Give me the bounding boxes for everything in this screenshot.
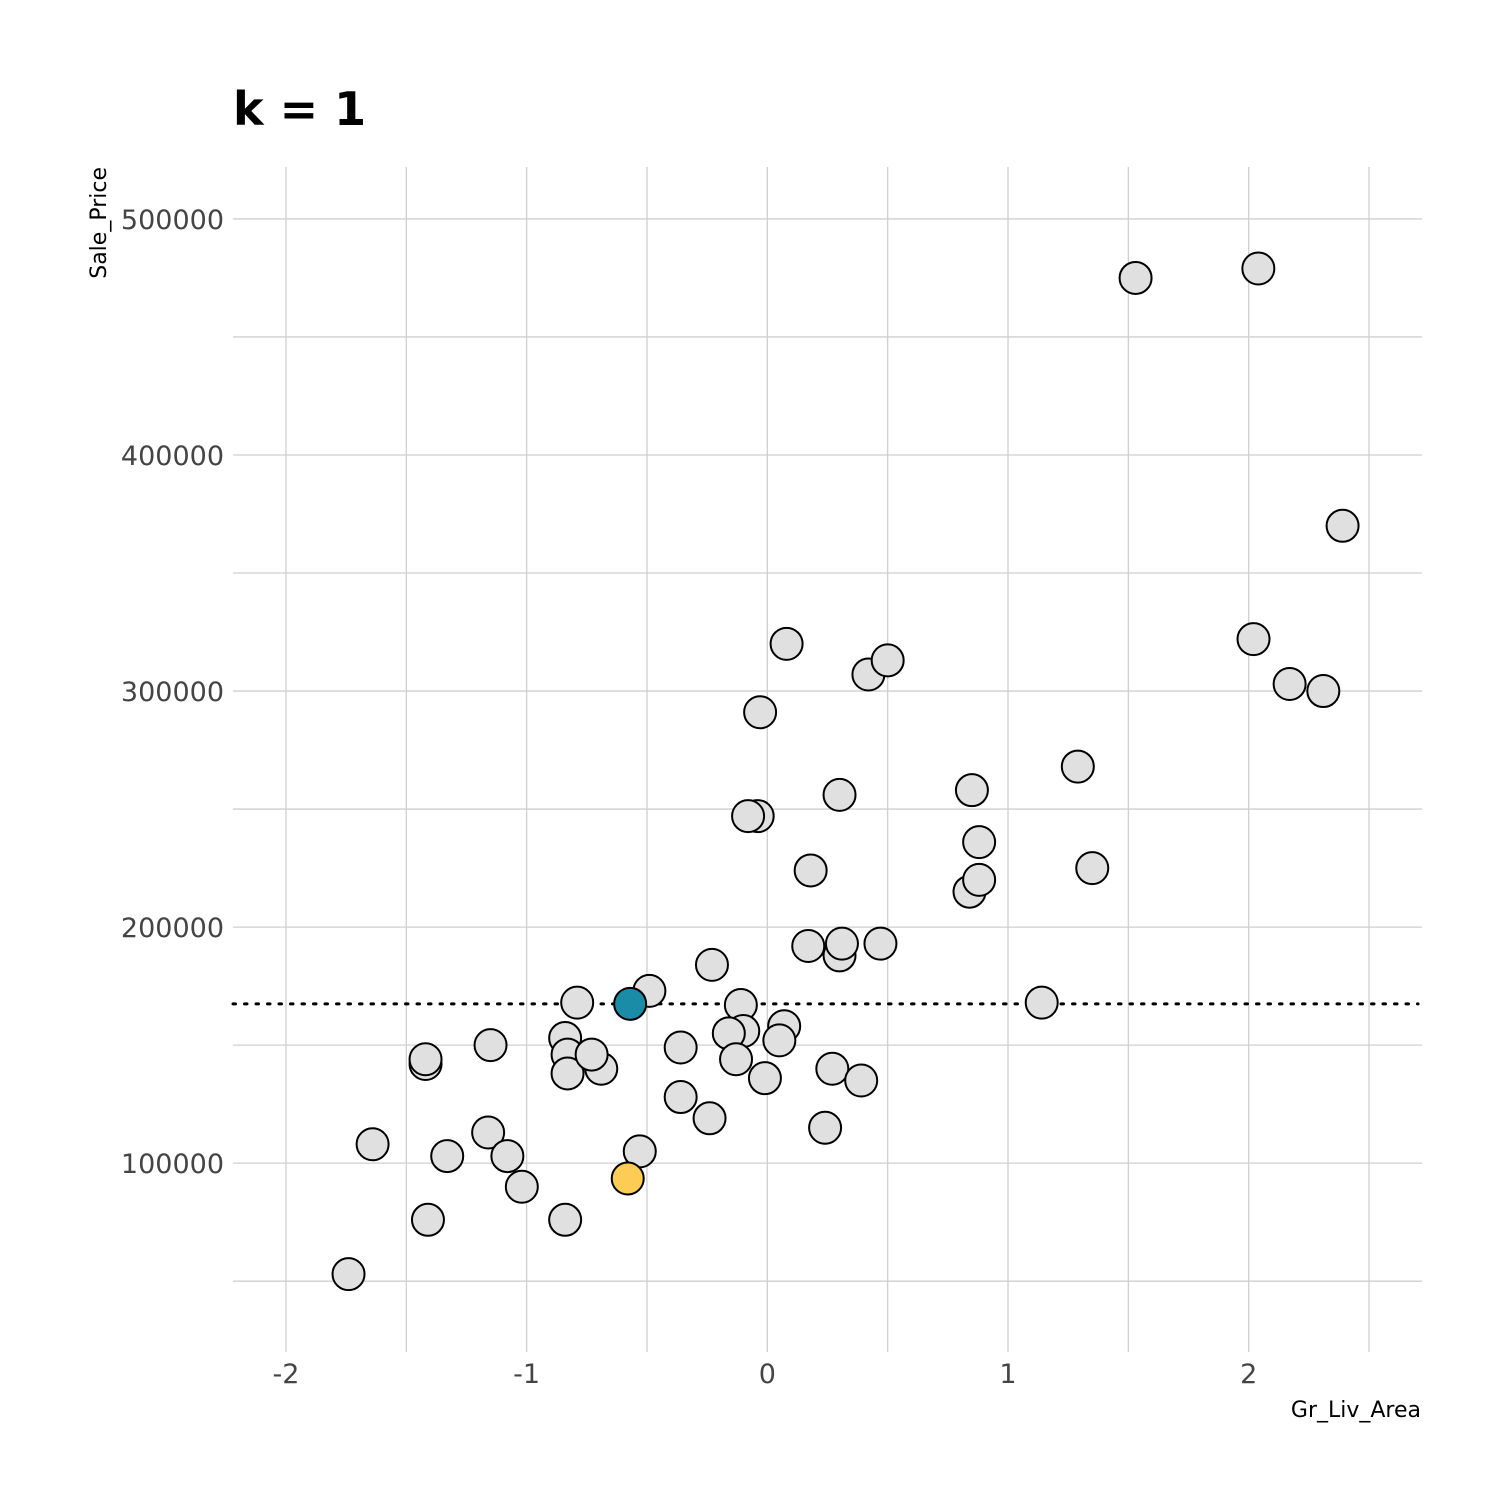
data-point (815, 1051, 850, 1086)
data-point (791, 928, 826, 963)
target-point (610, 1161, 645, 1196)
data-point (1325, 508, 1360, 543)
y-tick-label: 300000 (121, 677, 224, 708)
y-axis-label: Sale_Price (87, 167, 112, 279)
data-point (504, 1169, 539, 1204)
data-point (1060, 749, 1095, 784)
x-tick-label: -2 (272, 1359, 299, 1390)
x-tick-label: 2 (1240, 1359, 1257, 1390)
data-point (769, 626, 804, 661)
data-point (550, 1056, 585, 1091)
data-point (430, 1139, 465, 1174)
y-tick-label: 200000 (121, 913, 224, 944)
data-point (793, 853, 828, 888)
data-point (663, 1030, 698, 1065)
data-point (822, 777, 857, 812)
data-point (731, 799, 766, 834)
data-point (962, 862, 997, 897)
data-point (762, 1023, 797, 1058)
y-tick-label: 100000 (121, 1149, 224, 1180)
data-point (808, 1110, 843, 1145)
data-point (1272, 666, 1307, 701)
chart-title: k = 1 (233, 82, 366, 136)
grid (233, 167, 1422, 1352)
data-point (692, 1101, 727, 1136)
x-tick-label: 0 (759, 1359, 776, 1390)
data-point (663, 1080, 698, 1115)
x-tick-label: -1 (513, 1359, 540, 1390)
data-point (870, 643, 905, 678)
data-point (863, 926, 898, 961)
x-tick-label: 1 (999, 1359, 1016, 1390)
y-axis-ticks: 100000 200000 300000 400000 500000 (121, 205, 224, 1180)
x-axis-ticks: -2 -1 0 1 2 (272, 1359, 1257, 1390)
data-point (574, 1037, 609, 1072)
data-point (747, 1061, 782, 1096)
data-point (1306, 674, 1341, 709)
data-point (962, 825, 997, 860)
data-point (548, 1202, 583, 1237)
x-axis-label: Gr_Liv_Area (1291, 1398, 1421, 1423)
data-point (1075, 851, 1110, 886)
data-point (1236, 622, 1271, 657)
data-point (473, 1028, 508, 1063)
data-point (490, 1139, 525, 1174)
data-point (743, 695, 778, 730)
data-point (1241, 251, 1276, 286)
neighbor-point (613, 986, 648, 1021)
data-point (844, 1063, 879, 1098)
data-point (331, 1257, 366, 1292)
points (331, 251, 1360, 1292)
data-point (471, 1115, 506, 1150)
y-tick-label: 500000 (121, 205, 224, 236)
data-point (694, 947, 729, 982)
data-point (954, 773, 989, 808)
data-point (560, 985, 595, 1020)
data-point (410, 1202, 445, 1237)
data-point (1118, 260, 1153, 295)
data-point (719, 1042, 754, 1077)
data-point (824, 926, 859, 961)
data-point (408, 1042, 443, 1077)
y-tick-label: 400000 (121, 441, 224, 472)
data-point (355, 1127, 390, 1162)
data-point (1024, 985, 1059, 1020)
